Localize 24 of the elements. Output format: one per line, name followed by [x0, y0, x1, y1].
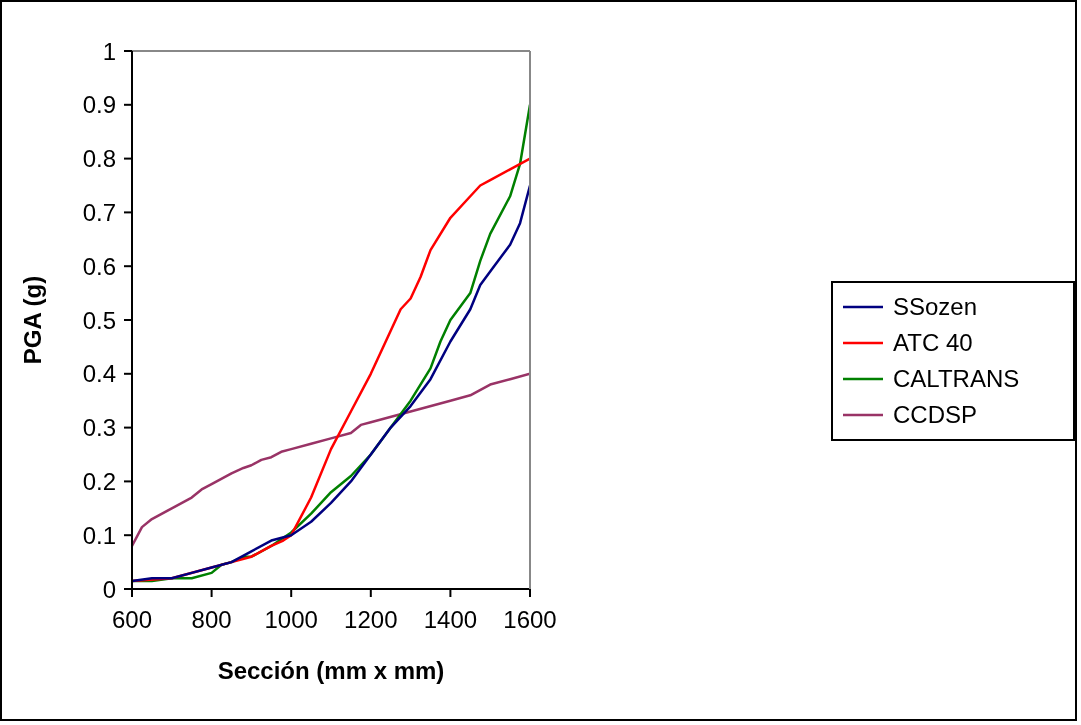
y-tick-label: 0 [102, 575, 116, 603]
y-tick-label: 0.2 [82, 467, 116, 495]
legend-label: CALTRANS [893, 364, 1020, 393]
y-tick-label: 0.4 [82, 360, 116, 388]
x-tick-label: 1600 [503, 606, 557, 634]
x-tick-label: 1200 [344, 606, 398, 634]
legend-label: ATC 40 [893, 328, 973, 357]
y-tick-label: 0.6 [82, 252, 116, 280]
y-tick-label: 0.5 [82, 306, 116, 334]
y-tick-label: 0.7 [82, 198, 116, 226]
y-tick-label: 0.1 [82, 521, 116, 549]
y-axis-title: PGA (g) [18, 275, 46, 365]
x-tick-label: 600 [111, 606, 153, 634]
y-tick-label: 0.3 [82, 414, 116, 442]
x-tick-label: 800 [191, 606, 232, 634]
legend-label: CCDSP [893, 400, 978, 429]
line-series [132, 372, 530, 548]
y-tick-label: 1 [102, 37, 116, 65]
legend-label: SSozen [893, 292, 978, 321]
y-tick-label: 0.8 [82, 145, 116, 173]
y-tick-label: 0.9 [82, 91, 116, 119]
x-tick-label: 1400 [423, 606, 478, 634]
x-axis-title: Sección (mm x mm) [217, 657, 445, 684]
x-tick-label: 1000 [264, 606, 318, 634]
